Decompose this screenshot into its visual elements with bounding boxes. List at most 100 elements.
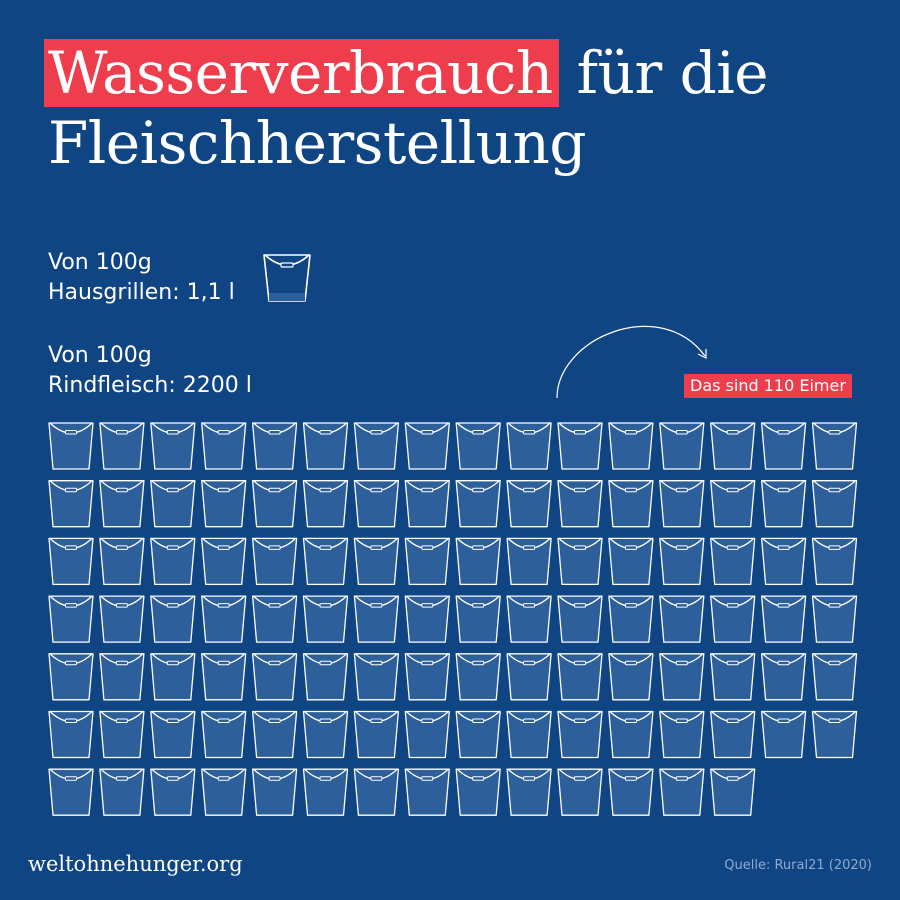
bucket-icon — [455, 595, 501, 643]
bucket-icon — [659, 480, 705, 528]
bucket-icon — [455, 768, 501, 816]
bucket-icon — [48, 768, 94, 816]
bucket-icon — [404, 653, 450, 701]
bucket-icon — [302, 710, 349, 759]
bucket-icon — [404, 537, 450, 586]
bucket-icon — [302, 422, 349, 470]
bucket-icon — [150, 422, 196, 470]
bucket-icon — [353, 480, 400, 528]
bucket-icon — [99, 537, 145, 586]
bucket-icon — [302, 653, 349, 701]
bucket-icon — [251, 422, 298, 470]
bucket-icon — [455, 422, 501, 470]
beef-label: Von 100g Rindfleisch: 2200 l — [48, 341, 252, 401]
bucket-icon — [201, 595, 247, 643]
bucket-icon — [99, 710, 145, 759]
source-note: Quelle: Rural21 (2020) — [724, 858, 872, 873]
bucket-icon — [760, 480, 807, 528]
bucket-icon — [760, 653, 807, 701]
bucket-icon — [506, 537, 552, 586]
bucket-icon — [608, 422, 654, 470]
bucket-icon — [201, 710, 247, 759]
bucket-icon — [608, 710, 654, 759]
cricket-label: Von 100g Hausgrillen: 1,1 l — [48, 248, 235, 308]
bucket-icon — [608, 480, 654, 528]
bucket-icon — [48, 710, 94, 759]
bucket-icon — [557, 710, 603, 759]
bucket-icon — [48, 653, 94, 701]
bucket-icon — [150, 537, 196, 586]
bucket-icon — [251, 710, 298, 759]
cricket-label-line1: Von 100g — [48, 250, 152, 275]
bucket-icon — [353, 537, 400, 586]
bucket-icon — [811, 480, 858, 528]
bucket-icon — [506, 480, 552, 528]
bucket-icon — [760, 710, 807, 759]
bucket-icon — [760, 422, 807, 470]
bucket-icon — [760, 537, 807, 586]
bucket-icon — [404, 768, 450, 816]
bucket-icon — [150, 768, 196, 816]
bucket-icon — [302, 595, 349, 643]
bucket-icon — [811, 710, 858, 759]
bucket-icon — [353, 710, 400, 759]
bucket-icon — [201, 768, 247, 816]
bucket-icon — [404, 480, 450, 528]
bucket-icon — [811, 595, 858, 643]
bucket-icon — [506, 653, 552, 701]
beef-label-line2: Rindfleisch: 2200 l — [48, 373, 252, 398]
bucket-icon — [353, 768, 400, 816]
bucket-icon — [150, 480, 196, 528]
beef-label-line1: Von 100g — [48, 343, 152, 368]
bucket-icon — [48, 595, 94, 643]
cricket-label-line2: Hausgrillen: 1,1 l — [48, 280, 235, 305]
bucket-icon — [557, 768, 603, 816]
bucket-icon — [99, 653, 145, 701]
bucket-icon — [557, 595, 603, 643]
bucket-icon — [201, 653, 247, 701]
bucket-icon — [48, 422, 94, 470]
curved-arrow-icon — [556, 326, 707, 399]
bucket-icon — [302, 768, 349, 816]
bucket-icon — [608, 595, 654, 643]
bucket-icon — [710, 480, 756, 528]
bucket-icon — [608, 768, 654, 816]
bucket-icon — [557, 653, 603, 701]
bucket-icon — [811, 422, 858, 470]
bucket-icon — [99, 422, 145, 470]
bucket-icon — [150, 653, 196, 701]
bucket-icon — [659, 768, 705, 816]
bucket-icon — [710, 653, 756, 701]
title-highlight: Wasserverbrauch — [44, 39, 559, 107]
bucket-icon — [455, 653, 501, 701]
bucket-icon — [557, 537, 603, 586]
bucket-icon — [48, 537, 94, 586]
bucket-icon — [659, 537, 705, 586]
bucket-icon — [150, 595, 196, 643]
bucket-icon — [710, 768, 756, 816]
bucket-icon — [251, 480, 298, 528]
bucket-icon — [710, 422, 756, 470]
site-name: weltohnehunger.org — [28, 852, 243, 876]
bucket-icon — [150, 710, 196, 759]
title-rest: für die — [558, 39, 769, 107]
bucket-icon — [99, 595, 145, 643]
bucket-icon — [710, 595, 756, 643]
bucket-icon — [455, 537, 501, 586]
bucket-icon — [811, 537, 858, 586]
bucket-icon — [506, 768, 552, 816]
bucket-icon — [455, 710, 501, 759]
bucket-icon — [251, 768, 298, 816]
bucket-icon — [710, 710, 756, 759]
bucket-icon — [506, 422, 552, 470]
bucket-icon — [557, 422, 603, 470]
bucket-icon — [608, 537, 654, 586]
page-title: Wasserverbrauch für die Fleischherstellun… — [44, 38, 769, 178]
bucket-icon — [99, 480, 145, 528]
bucket-icon — [659, 710, 705, 759]
bucket-icon — [353, 595, 400, 643]
bucket-icon — [302, 537, 349, 586]
bucket-icon — [506, 595, 552, 643]
bucket-icon — [659, 422, 705, 470]
